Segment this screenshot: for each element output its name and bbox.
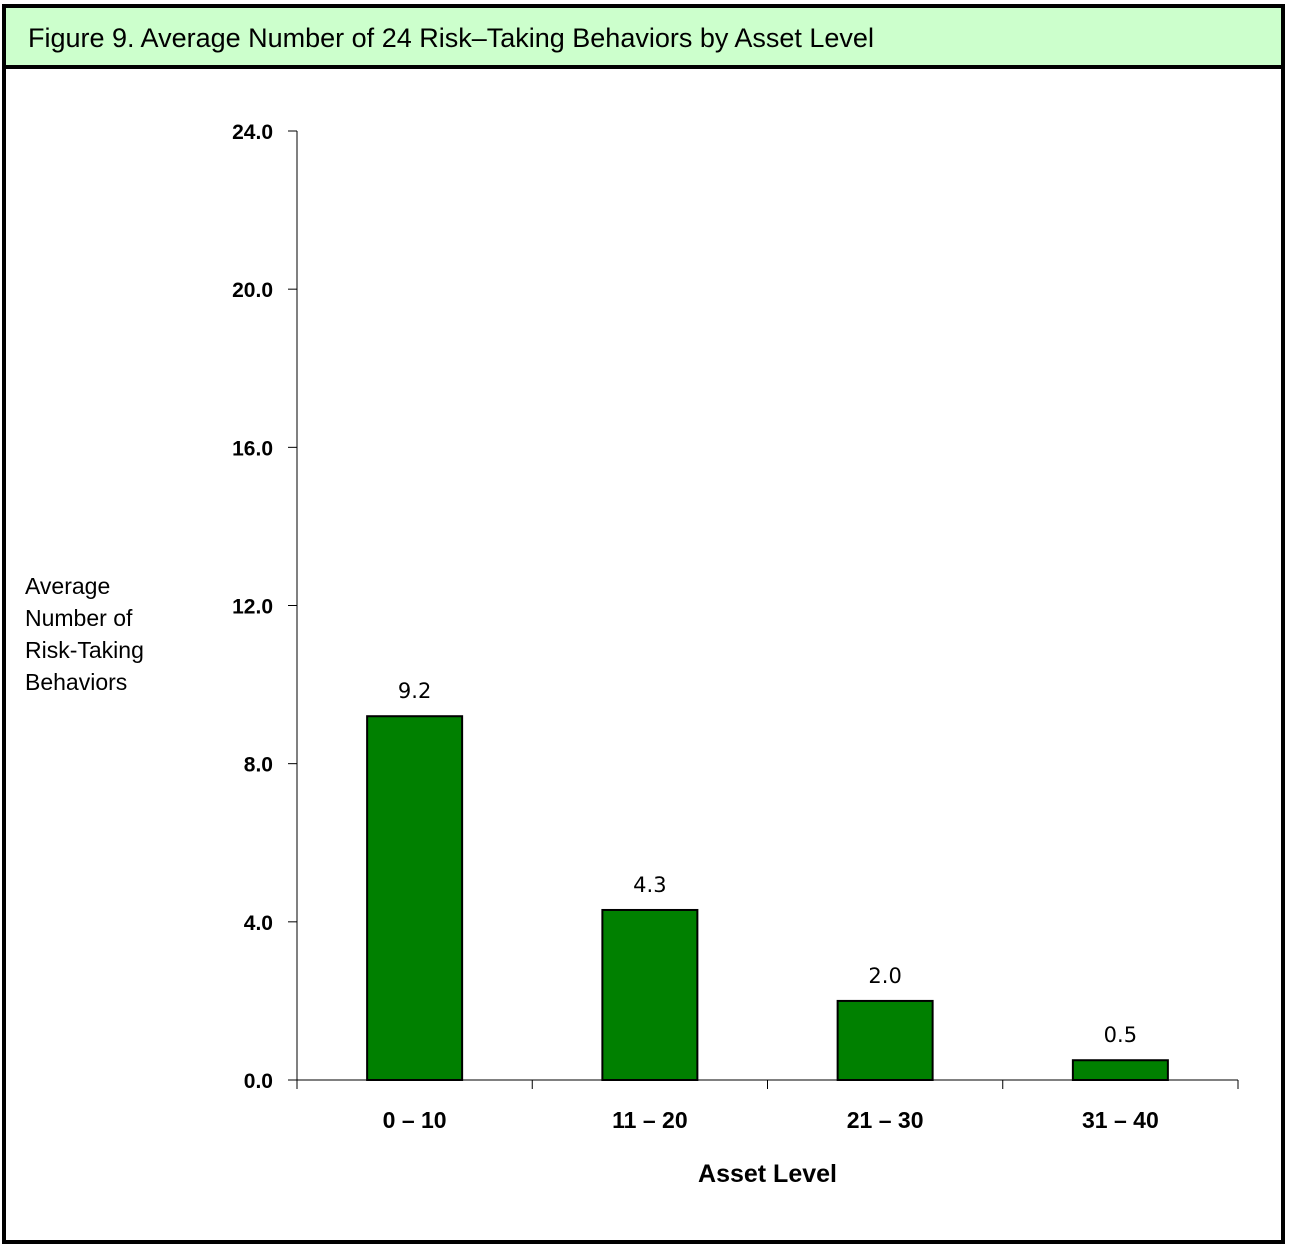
y-tick-label: 20.0: [232, 279, 273, 302]
y-tick-label: 0.0: [244, 1070, 273, 1093]
x-axis-title: Asset Level: [698, 1160, 837, 1188]
figure-header: Figure 9. Average Number of 24 Risk–Taki…: [6, 8, 1281, 69]
y-axis-label-line: Behaviors: [25, 669, 128, 695]
y-axis-label-line: Average: [25, 573, 111, 599]
y-axis-label: Average Number of Risk-Taking Behaviors: [25, 570, 144, 698]
bar: [366, 715, 464, 1081]
bar: [836, 999, 934, 1082]
y-axis-label-line: Number of: [25, 605, 133, 631]
y-tick-label: 16.0: [232, 437, 273, 460]
y-tick-label: 12.0: [232, 596, 273, 619]
chart-bars: [366, 715, 1169, 1082]
chart-labels: 0.0 4.0 8.0 12.0 16.0 20.0 24.0 9.2 0 – 10 4.3 11 …: [232, 121, 1159, 1133]
y-axis-label-line: Risk-Taking: [25, 637, 144, 663]
data-label: 9.2: [398, 679, 431, 703]
y-tick-label: 24.0: [232, 121, 273, 144]
y-tick-label: 8.0: [244, 754, 273, 777]
bar: [601, 908, 699, 1081]
x-tick-label: 0 – 10: [383, 1107, 447, 1133]
figure-title: Figure 9. Average Number of 24 Risk–Taki…: [28, 23, 874, 53]
data-label: 4.3: [633, 873, 666, 897]
bar: [1071, 1059, 1169, 1081]
x-tick-label: 11 – 20: [612, 1107, 687, 1133]
data-label: 0.5: [1104, 1023, 1137, 1047]
x-tick-label: 31 – 40: [1082, 1107, 1159, 1133]
y-tick-label: 4.0: [244, 912, 273, 935]
x-tick-label: 21 – 30: [847, 1107, 924, 1133]
data-label: 2.0: [868, 964, 901, 988]
